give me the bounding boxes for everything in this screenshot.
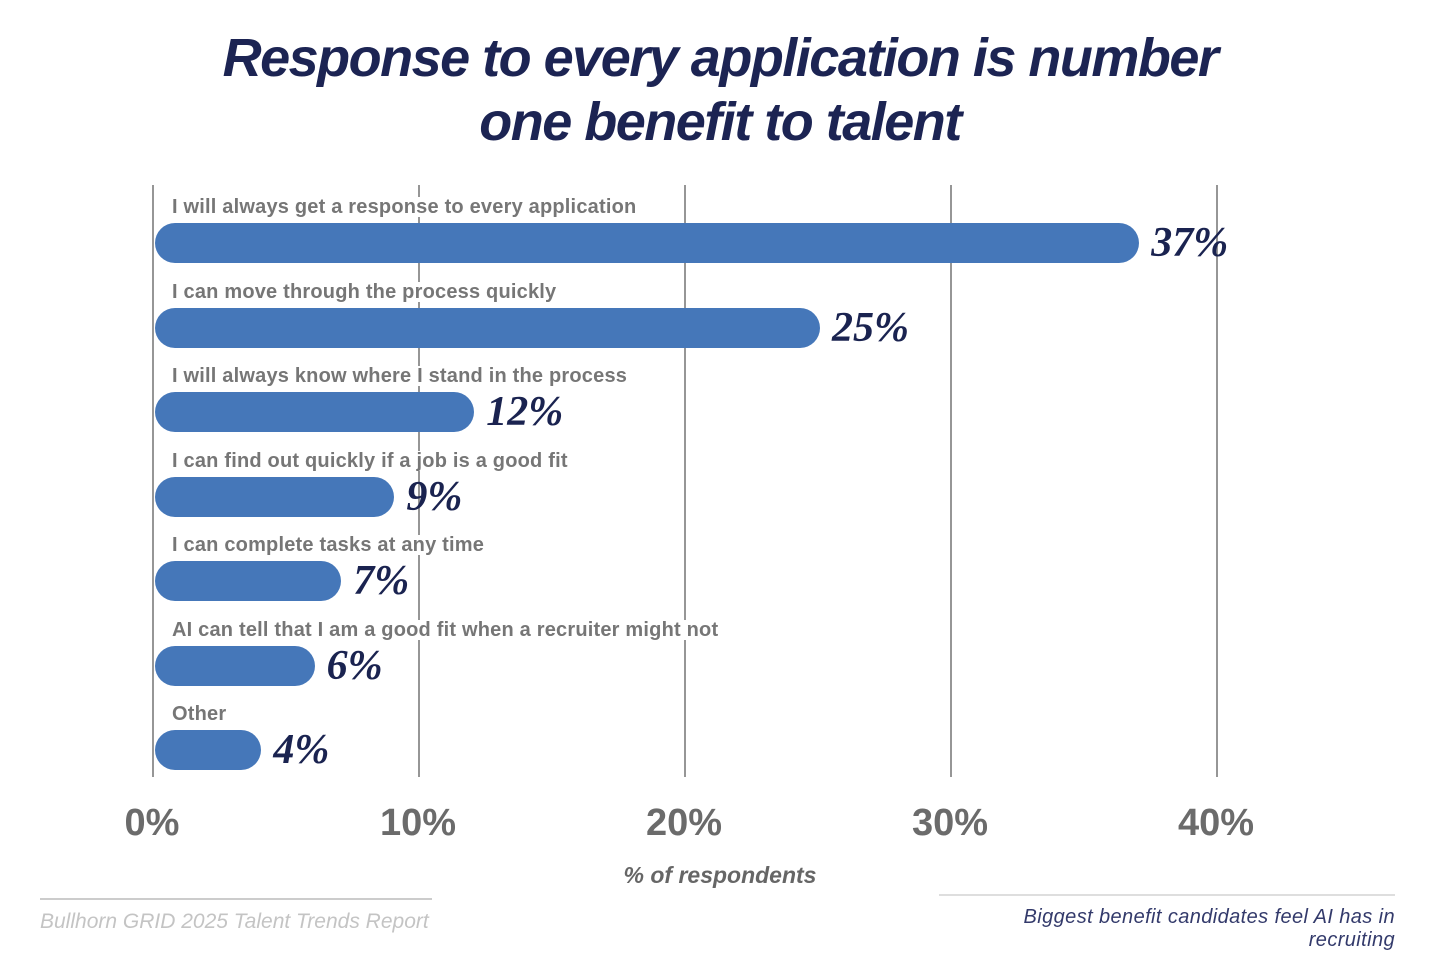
value-label: 37% <box>1151 220 1229 266</box>
bar-line: 12% <box>152 389 1352 435</box>
bar-row: I will always get a response to every ap… <box>152 185 1352 270</box>
gridline <box>1216 185 1218 777</box>
bar-row: I can complete tasks at any time 7% <box>152 523 1352 608</box>
y-axis-line <box>152 185 154 777</box>
gridline <box>418 185 420 777</box>
bar <box>155 307 820 348</box>
value-label: 12% <box>486 389 564 435</box>
x-tick-label: 40% <box>1177 802 1255 844</box>
source-note: Bullhorn GRID 2025 Talent Trends Report <box>40 898 432 934</box>
value-label: 25% <box>832 304 909 351</box>
x-tick-label: 20% <box>645 802 723 844</box>
plot-area: I will always get a response to every ap… <box>152 185 1352 777</box>
value-label: 6% <box>326 642 383 689</box>
category-label: I can complete tasks at any time <box>172 535 491 555</box>
value-label: 9% <box>406 473 463 520</box>
category-label: Other <box>172 704 233 724</box>
x-axis-ticks: 0% 10% 20% 30% 40% <box>125 802 1352 846</box>
gridline <box>950 185 952 777</box>
bar-rows: I will always get a response to every ap… <box>152 185 1352 777</box>
bar-row: I can find out quickly if a job is a goo… <box>152 439 1352 524</box>
bar <box>155 223 1140 263</box>
chart-title-line-1: Response to every application is number <box>222 28 1219 88</box>
bar <box>155 476 395 517</box>
category-label: I will always get a response to every ap… <box>172 197 643 217</box>
x-tick-label: 0% <box>124 802 180 844</box>
x-tick-label: 10% <box>379 802 457 844</box>
bar-row: AI can tell that I am a good fit when a … <box>152 608 1352 693</box>
bar-line: 9% <box>152 473 1352 520</box>
category-label: AI can tell that I am a good fit when a … <box>172 619 725 640</box>
value-label: 4% <box>273 727 330 773</box>
category-label: I can move through the process quickly <box>172 281 563 302</box>
caption-note: Biggest benefit candidates feel AI has i… <box>939 894 1395 952</box>
bar-row: Other 4% <box>152 692 1352 777</box>
bar-line: 37% <box>152 220 1352 266</box>
bar-line: 4% <box>152 727 1352 773</box>
bar-row: I can move through the process quickly 2… <box>152 270 1352 355</box>
bar <box>155 730 262 770</box>
x-axis-label: % of respondents <box>623 862 817 888</box>
category-label: I can find out quickly if a job is a goo… <box>172 450 574 471</box>
value-label: 7% <box>353 558 410 604</box>
bar-line: 25% <box>152 304 1352 351</box>
chart-title: Response to every application is number … <box>0 26 1440 154</box>
bar <box>155 561 342 601</box>
bar <box>155 392 475 432</box>
bar-row: I will always know where I stand in the … <box>152 354 1352 439</box>
bar <box>155 645 315 686</box>
gridline <box>684 185 686 777</box>
chart-title-line-2: one benefit to talent <box>479 92 962 152</box>
bar-line: 7% <box>152 558 1352 604</box>
x-tick-label: 30% <box>911 802 989 844</box>
category-label: I will always know where I stand in the … <box>172 366 634 386</box>
bar-line: 6% <box>152 642 1352 689</box>
